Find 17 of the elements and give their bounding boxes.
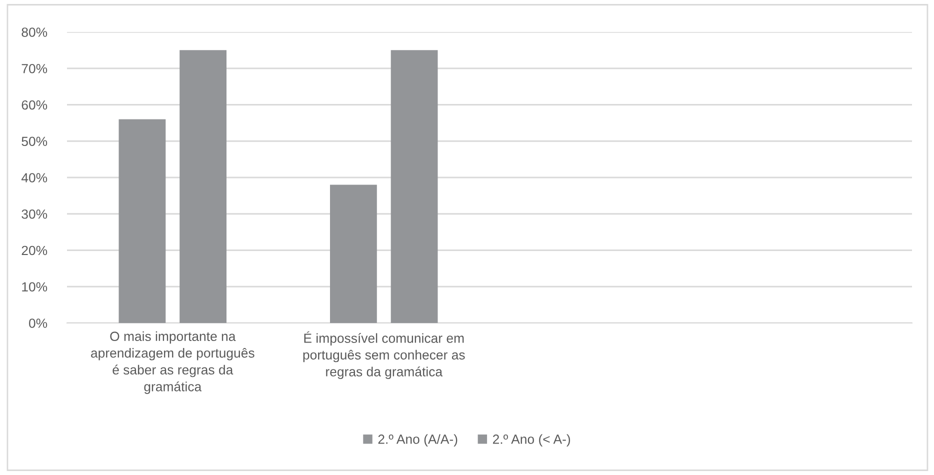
y-tick-label: 0% xyxy=(29,318,48,328)
x-tick-label: É impossível comunicar em português sem conhecer as regras da gramática xyxy=(303,331,465,380)
bar xyxy=(390,50,438,323)
legend-label: 2.º Ano (< A-) xyxy=(492,434,570,446)
y-tick-label: 10% xyxy=(22,282,48,292)
y-tick-label: 60% xyxy=(22,100,48,110)
bar xyxy=(118,119,166,323)
y-tick-label: 40% xyxy=(21,173,48,182)
y-tick-label: 70% xyxy=(22,64,48,74)
x-tick-label: O mais importante na aprendizagem de português é saber as regras da gramática xyxy=(91,331,254,394)
y-tick-label: 30% xyxy=(22,209,48,219)
y-tick-label: 20% xyxy=(22,246,48,256)
legend-label: 2.º Ano (A/A-) xyxy=(378,434,458,446)
bar xyxy=(330,184,377,323)
y-tick-label: 50% xyxy=(22,136,48,146)
bar xyxy=(180,50,226,323)
y-tick-label: 80% xyxy=(22,28,48,37)
